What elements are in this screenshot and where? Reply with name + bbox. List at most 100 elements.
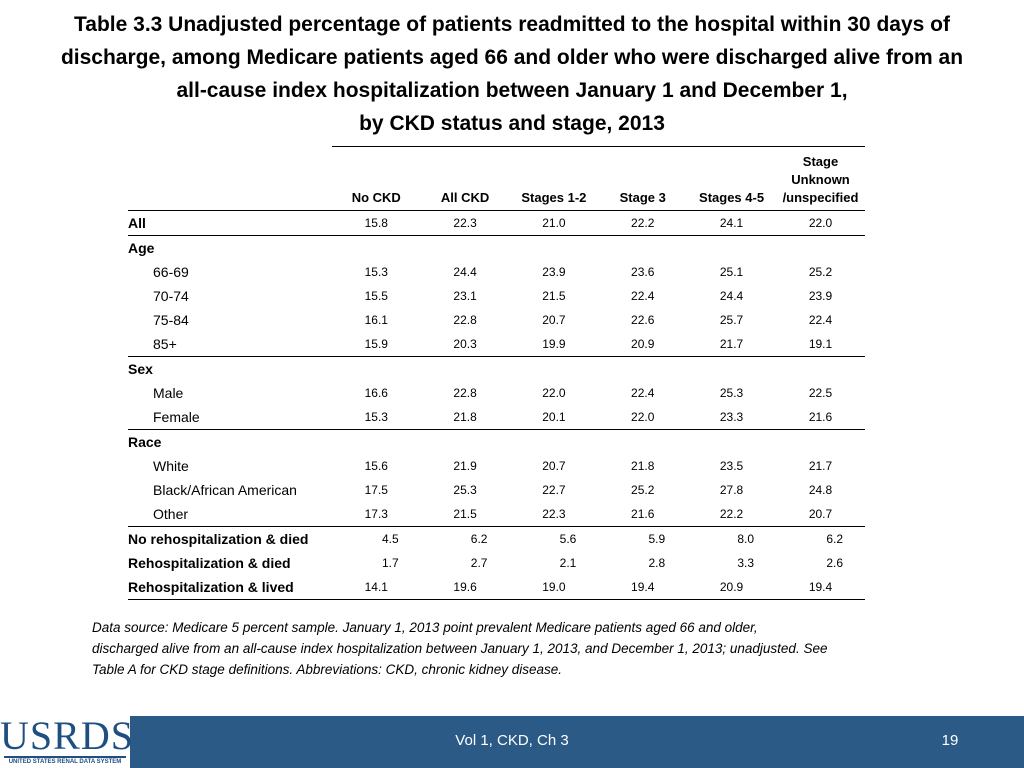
note-line-2: discharged alive from an all-cause index…	[92, 641, 828, 656]
row-label: No rehospitalization & died	[128, 531, 309, 547]
table-cell: 27.8	[719, 483, 744, 497]
table-cell: 2.7	[470, 556, 488, 570]
table-cell: 14.1	[331, 575, 421, 600]
table-cell: 22.4	[808, 313, 833, 327]
table-row: Other 17.3 21.5 22.3 21.6 22.2 20.7	[128, 502, 865, 527]
table-row: 75-84 16.1 22.8 20.7 22.6 25.7 22.4	[128, 308, 865, 332]
table-cell: 19.6	[420, 575, 510, 600]
table-cell: 17.3	[331, 502, 421, 527]
header-all-ckd: All CKD	[440, 190, 490, 205]
row-label: 66-69	[153, 264, 189, 280]
table-cell: 15.5	[364, 289, 388, 303]
table-cell: 19.4	[776, 575, 865, 600]
table-cell: 15.9	[331, 332, 421, 357]
table-cell: 22.0	[598, 405, 688, 430]
header-stages-4-5: Stages 4-5	[699, 190, 765, 205]
header-unknown-line-2: Unknown	[791, 172, 850, 187]
table-cell: 6.2	[470, 532, 488, 546]
table-cell: 22.8	[453, 386, 477, 400]
table-cell: 15.3	[331, 405, 421, 430]
table-cell: 22.8	[453, 313, 477, 327]
title-line-2: discharge, among Medicare patients aged …	[60, 46, 964, 69]
table-cell: 22.3	[420, 210, 510, 236]
title-line-1: Table 3.3 Unadjusted percentage of patie…	[74, 13, 950, 36]
table-row: Rehospitalization & lived 14.1 19.6 19.0…	[128, 575, 865, 600]
table-row: White 15.6 21.9 20.7 21.8 23.5 21.7	[128, 454, 865, 478]
header-unknown-line-1: Stage	[802, 154, 839, 169]
table-cell: 24.8	[808, 483, 833, 497]
table-cell: 20.9	[687, 575, 776, 600]
table-cell: 21.7	[687, 332, 776, 357]
section-label-age: Age	[128, 240, 155, 256]
table-cell: 20.9	[598, 332, 688, 357]
table-cell: 23.5	[719, 459, 744, 473]
table-cell: 22.6	[631, 313, 655, 327]
table-cell: 19.4	[598, 575, 688, 600]
table-cell: 3.3	[737, 556, 754, 570]
header-unknown-line-3: /unspecified	[782, 190, 859, 205]
table-cell: 8.0	[737, 532, 754, 546]
table-cell: 1.7	[381, 556, 399, 570]
usrds-logo: USRDS UNITED STATES RENAL DATA SYSTEM	[0, 713, 134, 768]
table-cell: 17.5	[364, 483, 388, 497]
table-cell: 25.7	[719, 313, 744, 327]
table-cell: 24.4	[453, 265, 477, 279]
logo-subtitle: UNITED STATES RENAL DATA SYSTEM	[4, 756, 126, 767]
table-cell: 21.9	[453, 459, 477, 473]
table-cell: 22.5	[808, 386, 833, 400]
table-cell: 15.3	[364, 265, 388, 279]
logo-wordmark: USRDS	[0, 713, 134, 758]
table-cell: 22.4	[631, 289, 655, 303]
row-label: White	[153, 458, 189, 474]
note-line-1: Data source: Medicare 5 percent sample. …	[92, 620, 758, 635]
table-cell: 23.9	[808, 289, 833, 303]
section-label-sex: Sex	[128, 361, 153, 377]
table-cell: 19.1	[776, 332, 865, 357]
readmission-table: No CKD All CKD Stages 1-2 Stage 3 Stages…	[128, 146, 865, 600]
table-cell: 22.2	[687, 502, 776, 527]
table-cell: 25.3	[453, 483, 477, 497]
row-label: Other	[128, 502, 332, 527]
table-cell: 21.5	[542, 289, 566, 303]
row-label: Rehospitalization & died	[128, 555, 291, 571]
table-row: 66-69 15.3 24.4 23.9 23.6 25.1 25.2	[128, 260, 865, 284]
table-cell: 25.2	[631, 483, 655, 497]
table-cell: 21.7	[808, 459, 833, 473]
table-cell: 2.6	[826, 556, 843, 570]
table-cell: 23.3	[687, 405, 776, 430]
table-cell: 23.9	[542, 265, 566, 279]
header-stage-unknown: Stage Unknown /unspecified	[776, 147, 865, 211]
table-cell: 6.2	[826, 532, 843, 546]
table-cell: 21.8	[631, 459, 655, 473]
header-blank	[128, 147, 332, 211]
table-cell: 21.0	[509, 210, 599, 236]
header-no-ckd: No CKD	[351, 190, 401, 205]
table-cell: 16.1	[364, 313, 388, 327]
footer-section-label: Vol 1, CKD, Ch 3	[455, 732, 569, 749]
table-cell: 22.2	[598, 210, 688, 236]
table-header-row: No CKD All CKD Stages 1-2 Stage 3 Stages…	[128, 147, 865, 211]
table-cell: 22.0	[542, 386, 566, 400]
table-cell: 20.7	[542, 313, 566, 327]
row-label: Female	[128, 405, 332, 430]
table-cell: 2.8	[648, 556, 666, 570]
table-cell: 16.6	[364, 386, 388, 400]
table-cell: 23.6	[631, 265, 655, 279]
footer-bar	[0, 716, 1024, 768]
row-label: Black/African American	[153, 482, 297, 498]
row-label: 85+	[128, 332, 332, 357]
table-row: No rehospitalization & died 4.5 6.2 5.6 …	[128, 527, 865, 552]
table-cell: 22.4	[631, 386, 655, 400]
note-line-3: Table A for CKD stage definitions. Abbre…	[92, 662, 562, 677]
table-cell: 21.6	[598, 502, 688, 527]
table-cell: 19.9	[509, 332, 599, 357]
row-label: 75-84	[153, 312, 189, 328]
table-cell: 25.1	[719, 265, 744, 279]
row-label: 70-74	[153, 288, 189, 304]
table-cell: 25.2	[808, 265, 833, 279]
table-cell: 22.3	[509, 502, 599, 527]
table-cell: 19.0	[509, 575, 599, 600]
table-row: Male 16.6 22.8 22.0 22.4 25.3 22.5	[128, 381, 865, 405]
table-section-row: Age	[128, 236, 865, 261]
table-cell: 20.1	[509, 405, 599, 430]
